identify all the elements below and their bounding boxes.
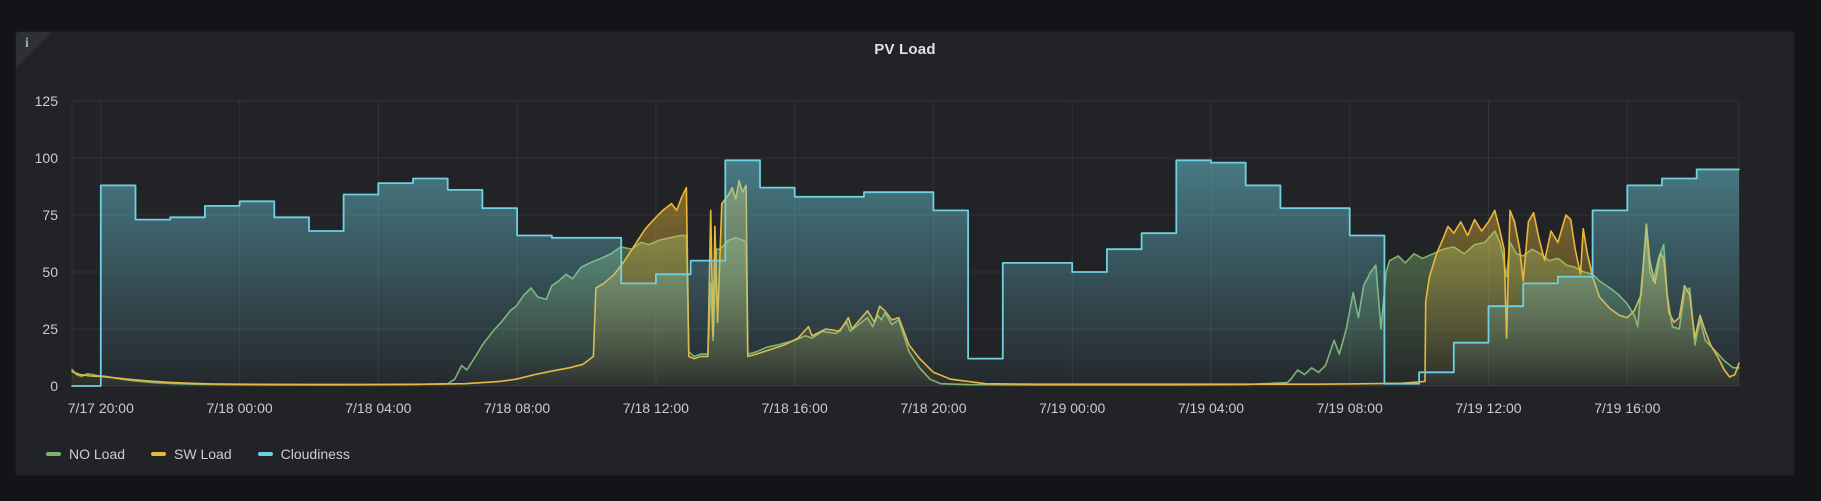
x-tick-label: 7/17 20:00 bbox=[68, 400, 134, 416]
series-line-cloudiness bbox=[71, 159, 1740, 387]
legend-swatch-icon bbox=[46, 452, 61, 456]
legend-swatch-icon bbox=[151, 452, 167, 456]
panel-info-corner[interactable] bbox=[16, 32, 52, 68]
chart-legend: NO Load SW Load Cloudiness bbox=[46, 446, 350, 462]
legend-item-sw-load[interactable]: SW Load bbox=[151, 446, 232, 462]
legend-item-no-load[interactable]: NO Load bbox=[46, 446, 125, 462]
y-tick-label: 50 bbox=[42, 264, 58, 280]
x-tick-label: 7/18 04:00 bbox=[345, 400, 411, 416]
x-tick-label: 7/18 16:00 bbox=[762, 400, 828, 416]
series-area-cloudiness bbox=[72, 160, 1739, 386]
x-tick-label: 7/19 00:00 bbox=[1039, 400, 1105, 416]
x-tick-label: 7/18 08:00 bbox=[484, 400, 550, 416]
x-tick-label: 7/19 12:00 bbox=[1455, 400, 1521, 416]
y-tick-label: 0 bbox=[50, 378, 58, 394]
y-tick-label: 125 bbox=[35, 93, 59, 109]
x-tick-label: 7/18 00:00 bbox=[206, 400, 272, 416]
y-tick-label: 75 bbox=[42, 207, 58, 223]
x-tick-label: 7/18 12:00 bbox=[623, 400, 689, 416]
x-tick-label: 7/19 08:00 bbox=[1317, 400, 1383, 416]
legend-label: SW Load bbox=[174, 446, 232, 462]
x-tick-label: 7/19 16:00 bbox=[1594, 400, 1660, 416]
y-tick-label: 100 bbox=[35, 150, 59, 166]
legend-label: Cloudiness bbox=[280, 446, 350, 462]
legend-swatch-icon bbox=[257, 452, 273, 456]
legend-item-cloudiness[interactable]: Cloudiness bbox=[257, 446, 350, 462]
timeseries-chart-canvas[interactable]: 0 25 50 75 100 125 7/17 20:00 7/18 00:00 7/18 04… bbox=[16, 32, 1794, 475]
y-tick-label: 25 bbox=[42, 321, 58, 337]
x-tick-label: 7/18 20:00 bbox=[900, 400, 966, 416]
panel-pv-load: i PV Load 0 25 50 75 100 125 7/17 20:00 7/18 00… bbox=[16, 32, 1794, 475]
panel-title: PV Load bbox=[874, 41, 936, 58]
x-tick-label: 7/19 04:00 bbox=[1178, 400, 1244, 416]
legend-label: NO Load bbox=[69, 446, 126, 462]
